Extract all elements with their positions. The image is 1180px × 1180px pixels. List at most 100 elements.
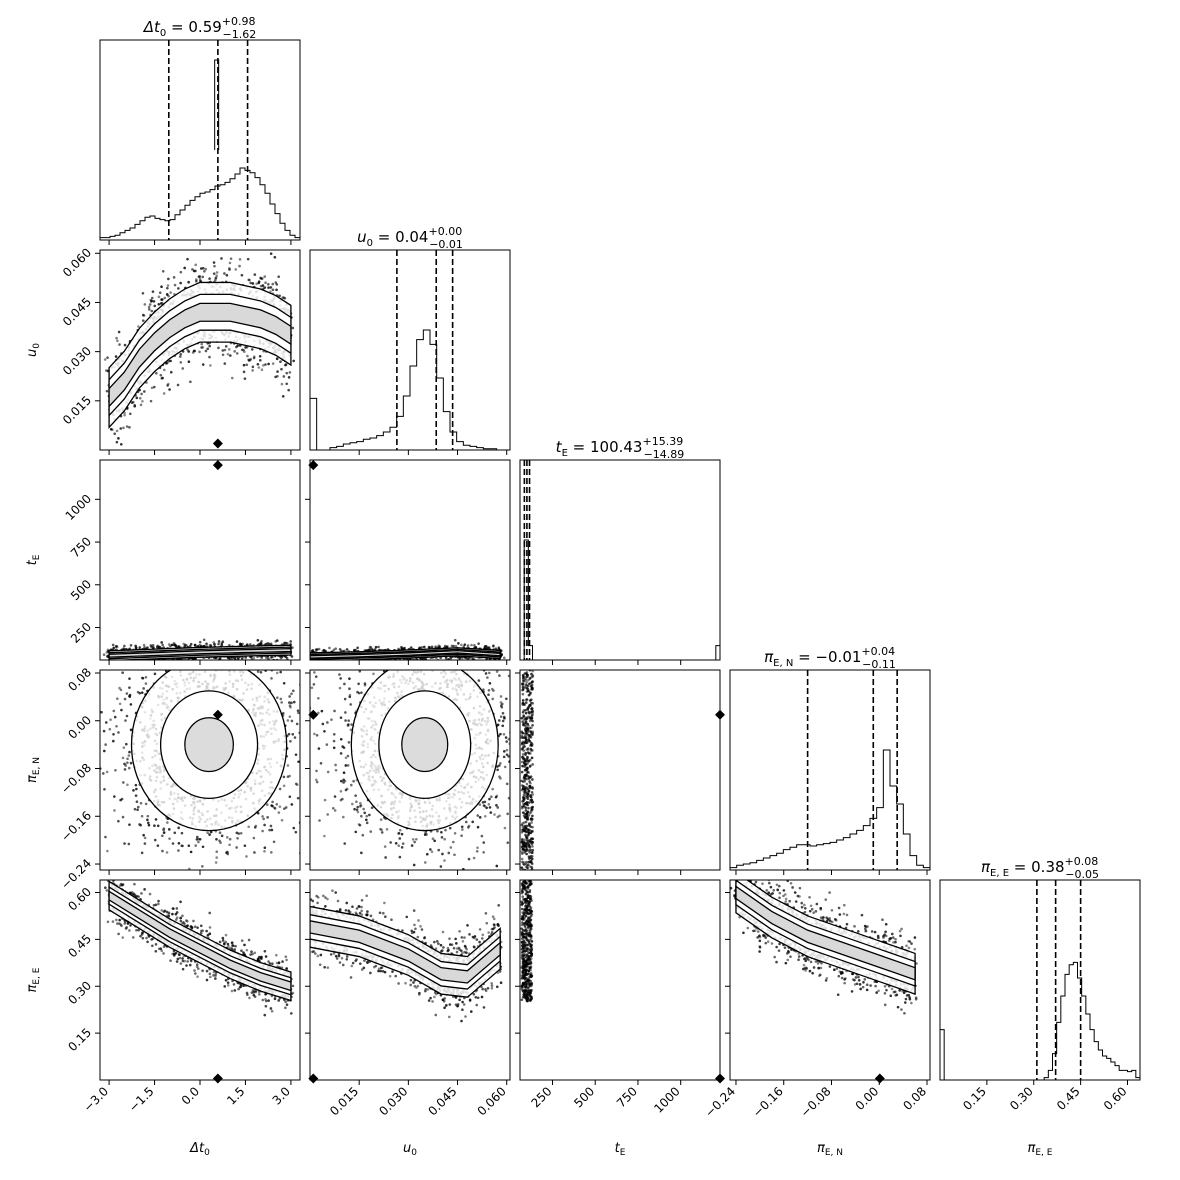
hist-bar-dt0 (130, 228, 135, 240)
scatter-point (242, 370, 246, 374)
scatter-point (301, 706, 304, 709)
scatter-point (235, 640, 239, 643)
scatter-point (122, 781, 125, 784)
scatter-point (167, 294, 170, 298)
hist-bar-dt0 (220, 185, 225, 240)
scatter-point (282, 375, 286, 378)
scatter-point (136, 805, 140, 809)
scatter-point (116, 697, 119, 701)
scatter-point (181, 844, 184, 848)
scatter-point (201, 266, 205, 270)
hist-bar-piEN (857, 830, 864, 870)
scatter-point (134, 666, 137, 669)
scatter-point (186, 632, 189, 635)
scatter-point (103, 787, 106, 791)
scatter-point (272, 634, 275, 637)
scatter-point (138, 646, 142, 649)
scatter-point (269, 252, 273, 256)
scatter-point (300, 730, 303, 733)
scatter-point (148, 892, 152, 896)
scatter-point (150, 296, 154, 300)
scatter-point (139, 801, 143, 805)
scatter-point (59, 729, 62, 732)
scatter-point (304, 734, 307, 737)
scatter-point (310, 750, 313, 753)
scatter-point (260, 639, 263, 643)
hist-panel-u0 (310, 250, 510, 450)
hist-bar-piEN (883, 750, 890, 870)
hist-bar-piEN (763, 858, 770, 870)
scatter-point (202, 638, 206, 642)
scatter-point (277, 811, 281, 814)
scatter-point (115, 440, 119, 444)
hist-bar-dt0 (230, 179, 235, 240)
scatter-point (138, 823, 141, 826)
scatter-point (171, 616, 174, 619)
scatter-point (104, 721, 108, 724)
scatter-point (212, 615, 215, 618)
scatter-point (256, 362, 260, 366)
scatter-point (319, 787, 322, 790)
truth-marker-2 (212, 709, 223, 720)
scatter-point (244, 346, 247, 349)
scatter-point (135, 928, 138, 932)
hist-bar-u0 (377, 436, 384, 450)
scatter-point (279, 697, 283, 701)
scatter-point (198, 837, 202, 841)
scatter-point (140, 814, 144, 818)
scatter-point (213, 642, 216, 646)
scatter-point (257, 366, 261, 369)
scatter-point (290, 1012, 293, 1015)
scatter-point (194, 844, 198, 847)
scatter-point (226, 852, 230, 856)
hist-bar-piEN (790, 847, 797, 870)
hist-bar-piEN (910, 856, 917, 870)
scatter-point (261, 815, 264, 818)
scatter-point (137, 325, 140, 328)
scatter-point (106, 654, 109, 658)
scatter-point (119, 688, 123, 692)
scatter-point (199, 623, 202, 626)
scatter-point (274, 663, 277, 666)
scatter-point (283, 296, 287, 300)
scatter-point (271, 362, 275, 365)
scatter-point (146, 818, 149, 822)
hist-bar-dt0 (270, 204, 275, 240)
scatter-point (182, 615, 185, 618)
hist-bar-dt0 (190, 200, 195, 240)
scatter-point (221, 640, 225, 643)
hist-bar-piEN (783, 850, 790, 870)
scatter-point (284, 655, 287, 659)
scatter-point (179, 352, 183, 356)
scatter-point (263, 846, 267, 850)
scatter-point (290, 701, 293, 705)
scatter-point (156, 844, 160, 847)
scatter-point (167, 277, 170, 281)
scatter-point (129, 644, 133, 647)
scatter-point (228, 261, 232, 265)
scatter-point (253, 826, 257, 829)
scatter-point (223, 272, 226, 275)
scatter-point (310, 728, 313, 731)
scatter-point (268, 828, 271, 832)
scatter-point (261, 829, 264, 833)
hist-bar-dt0 (235, 174, 240, 240)
hist-bar-dt0 (110, 236, 115, 240)
scatter-point (228, 657, 232, 660)
hist-bar-u0 (457, 442, 464, 450)
scatter-point (125, 714, 129, 718)
scatter-point (303, 758, 306, 761)
scatter-point (294, 830, 298, 834)
scatter-point (160, 661, 163, 664)
scatter-point (131, 583, 134, 586)
scatter-point (199, 267, 203, 270)
hist-bar-piEN (877, 808, 884, 870)
scatter-point (228, 267, 231, 270)
scatter-point (166, 821, 169, 824)
scatter-point (177, 287, 180, 290)
scatter-point (226, 352, 230, 356)
scatter-point (228, 643, 231, 647)
hist-panel-piEN (730, 670, 930, 870)
scatter-point (179, 270, 183, 274)
scatter-point (160, 641, 163, 644)
